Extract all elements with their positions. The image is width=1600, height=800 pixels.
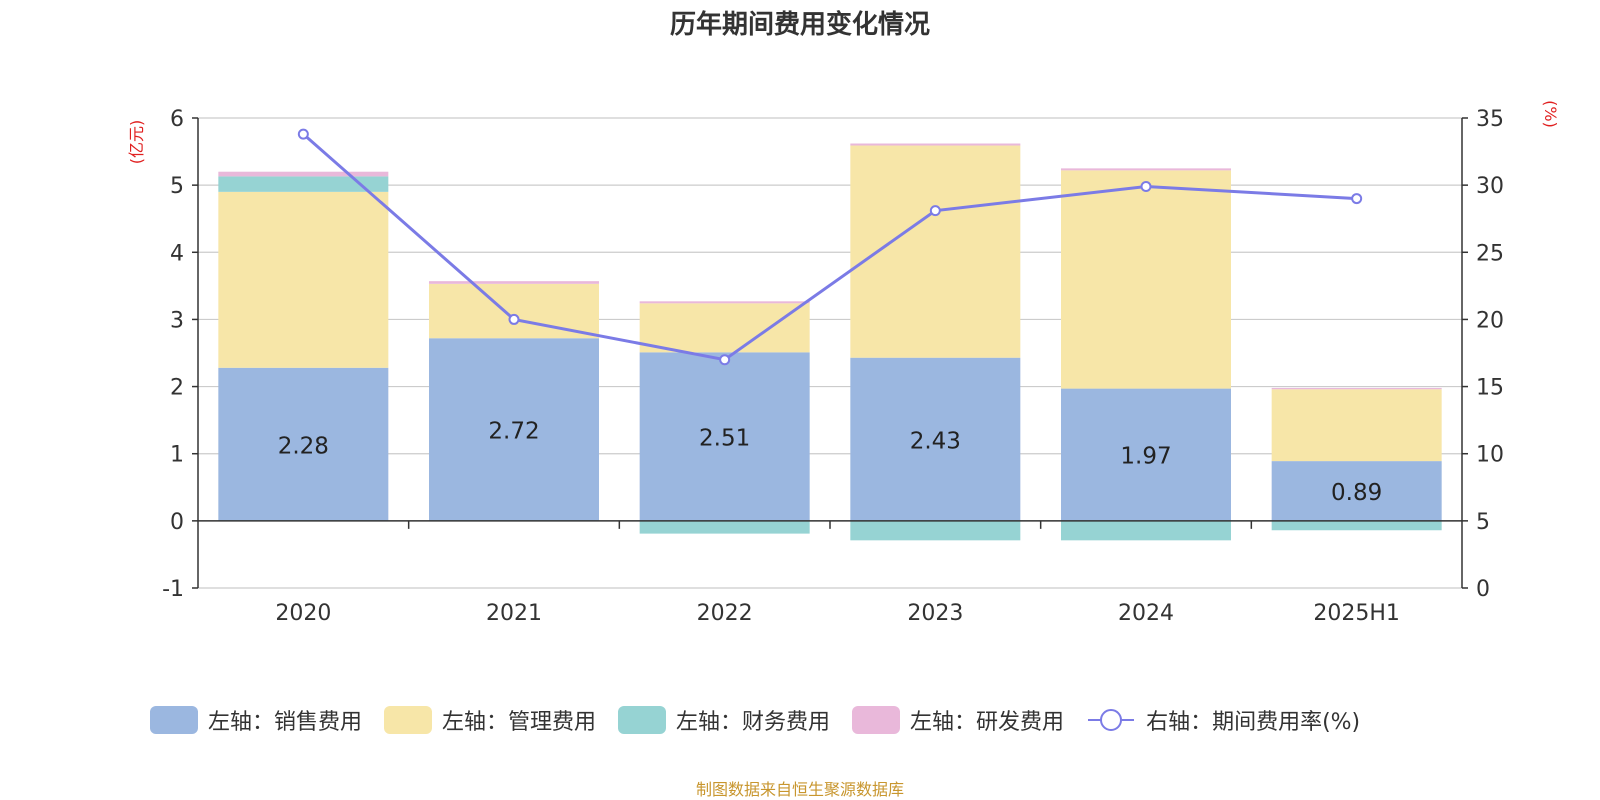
bar-segment xyxy=(850,143,1021,146)
legend-item-expense-rate[interactable]: 右轴：期间费用率(%) xyxy=(1086,704,1360,736)
bar-segment xyxy=(1061,168,1231,171)
chart-title: 历年期间费用变化情况 xyxy=(669,10,930,40)
legend-line-swatch xyxy=(1088,709,1135,731)
x-axis-tick-label: 2020 xyxy=(275,601,331,626)
left-axis-tick-label: 0 xyxy=(170,510,184,535)
left-axis-tick-label: 5 xyxy=(170,174,184,199)
bar-segment xyxy=(850,520,1021,541)
expense-rate-point xyxy=(1140,180,1152,192)
legend-label-sales: 左轴：销售费用 xyxy=(208,710,363,735)
expense-rate-point xyxy=(508,313,520,325)
x-axis-tick-label: 2023 xyxy=(907,601,963,626)
right-axis-tick-label: 5 xyxy=(1476,510,1490,535)
right-axis-unit-label: (%) xyxy=(1541,100,1560,128)
right-axis-tick-label: 20 xyxy=(1476,308,1504,333)
expense-rate-point xyxy=(1351,193,1363,205)
bar-segment xyxy=(1271,387,1442,390)
bar-segment xyxy=(429,338,599,521)
bar-data-label: 0.89 xyxy=(1331,480,1382,506)
legend-label-rd: 左轴：研发费用 xyxy=(910,710,1065,735)
expense-rate-point xyxy=(297,128,309,140)
left-axis-tick-label: 4 xyxy=(170,241,184,266)
right-axis-tick-label: 15 xyxy=(1476,376,1504,401)
left-axis-unit-label: (亿元) xyxy=(127,120,146,165)
bar-segment xyxy=(1061,170,1231,389)
bar-data-label: 2.72 xyxy=(488,419,539,445)
right-axis-tick-label: 35 xyxy=(1476,107,1504,132)
x-axis-tick-label: 2021 xyxy=(486,601,542,626)
bar-segment xyxy=(218,171,389,177)
bar-data-label: 2.28 xyxy=(278,433,329,459)
source-note: 制图数据来自恒生聚源数据库 xyxy=(695,780,904,799)
legend-swatch-rd xyxy=(852,706,901,734)
legend-item-sales[interactable]: 左轴：销售费用 xyxy=(150,704,362,736)
bar-data-label: 1.97 xyxy=(1120,444,1171,470)
bar-segment xyxy=(1061,520,1231,541)
bar-segment xyxy=(1271,461,1442,521)
expense-rate-point xyxy=(929,205,941,217)
bar-segment xyxy=(1271,520,1442,531)
left-axis-tick-label: 3 xyxy=(170,308,184,333)
legend-swatch-sales xyxy=(150,706,198,734)
bar-segment xyxy=(639,352,810,521)
expense-rate-point xyxy=(719,354,731,366)
bar-segment xyxy=(639,303,810,353)
x-axis-tick-label: 2025H1 xyxy=(1313,601,1400,626)
legend-swatch-admin xyxy=(384,706,433,734)
bar-segment xyxy=(218,191,389,368)
left-axis-tick-label: -1 xyxy=(162,577,184,602)
right-axis-tick-label: 0 xyxy=(1476,577,1490,602)
right-axis-tick-label: 25 xyxy=(1476,241,1504,266)
bar-data-label: 2.43 xyxy=(910,428,961,454)
chart-plot: -1 0 1 2 3 4 5 6 0 5 10 15 20 25 30 35 2.28 2.72 2.51 2.43 1… xyxy=(127,100,1560,626)
bar-segment xyxy=(1061,388,1231,521)
legend-label-admin: 左轴：管理费用 xyxy=(442,710,597,735)
bar-segment xyxy=(850,357,1021,521)
x-axis-tick-label: 2022 xyxy=(697,601,753,626)
bar-segment xyxy=(639,520,810,534)
bar-segment xyxy=(639,301,810,304)
legend-line-marker xyxy=(1100,709,1123,731)
legend-label-expense-rate: 右轴：期间费用率(%) xyxy=(1146,710,1361,735)
chart-legend: 左轴：销售费用 左轴：管理费用 左轴：财务费用 左轴：研发费用 右轴：期间费用率… xyxy=(150,704,1382,736)
legend-label-finance: 左轴：财务费用 xyxy=(676,710,831,735)
x-axis-tick-label: 2024 xyxy=(1118,601,1174,626)
left-axis-tick-label: 1 xyxy=(170,443,184,468)
bar-segment xyxy=(218,176,389,192)
expense-rate-line xyxy=(302,132,1357,362)
right-axis-tick-label: 10 xyxy=(1476,443,1504,468)
right-axis-tick-label: 30 xyxy=(1476,174,1504,199)
bar-segment xyxy=(218,367,389,521)
legend-item-finance[interactable]: 左轴：财务费用 xyxy=(618,704,830,736)
legend-item-rd[interactable]: 左轴：研发费用 xyxy=(852,704,1064,736)
bar-data-label: 2.51 xyxy=(699,426,750,452)
bar-segment xyxy=(1271,389,1442,462)
left-axis-tick-label: 2 xyxy=(170,376,184,401)
legend-swatch-finance xyxy=(618,706,667,734)
legend-item-admin[interactable]: 左轴：管理费用 xyxy=(384,704,596,736)
left-axis-tick-label: 6 xyxy=(170,107,184,132)
bar-segment xyxy=(429,281,599,284)
